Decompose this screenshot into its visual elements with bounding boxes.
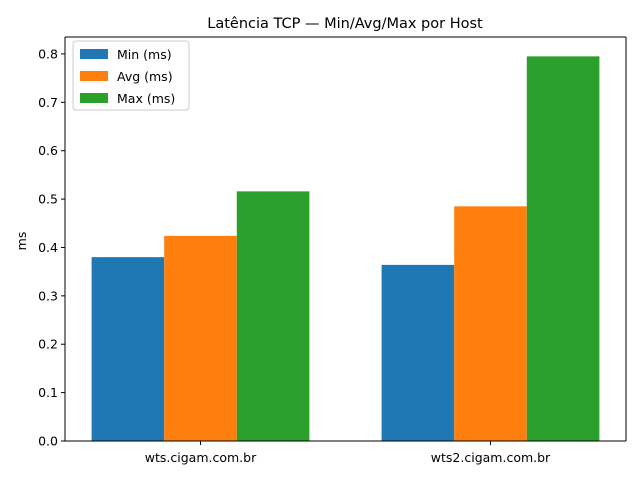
legend-swatch-avg xyxy=(80,71,108,81)
legend-label-avg: Avg (ms) xyxy=(117,69,173,84)
bar-avg-2 xyxy=(454,206,527,441)
y-tick-label: 0.3 xyxy=(38,288,58,303)
bar-min-2 xyxy=(381,264,455,441)
legend-swatch-min xyxy=(80,49,108,59)
y-tick-label: 0.1 xyxy=(38,385,58,400)
y-axis-label: ms xyxy=(14,232,29,251)
bar-max-2 xyxy=(526,56,600,441)
bars-layer xyxy=(91,56,600,441)
legend: Min (ms) Avg (ms) Max (ms) xyxy=(72,40,190,111)
axes-layer: 0.0 0.1 0.2 0.3 0.4 0.5 0.6 0.7 0.8 wts.cigam.com… xyxy=(38,36,627,465)
x-tick-label: wts.cigam.com.br xyxy=(145,450,257,465)
y-tick-label: 0.4 xyxy=(38,240,58,255)
bar-min-1 xyxy=(91,257,165,441)
y-tick-label: 0.8 xyxy=(38,46,58,61)
y-tick-label: 0.7 xyxy=(38,95,58,110)
y-tick-label: 0.6 xyxy=(38,143,58,158)
legend-swatch-max xyxy=(80,93,108,103)
y-tick-label: 0.2 xyxy=(38,337,58,352)
bar-max-1 xyxy=(236,191,310,441)
legend-label-max: Max (ms) xyxy=(117,91,175,106)
x-tick-label: wts2.cigam.com.br xyxy=(431,450,551,465)
chart-title: Latência TCP — Min/Avg/Max por Host xyxy=(207,16,483,32)
bar-avg-1 xyxy=(164,235,237,441)
legend-label-min: Min (ms) xyxy=(117,47,172,62)
y-tick-label: 0.5 xyxy=(38,192,58,207)
y-tick-label: 0.0 xyxy=(38,434,58,449)
